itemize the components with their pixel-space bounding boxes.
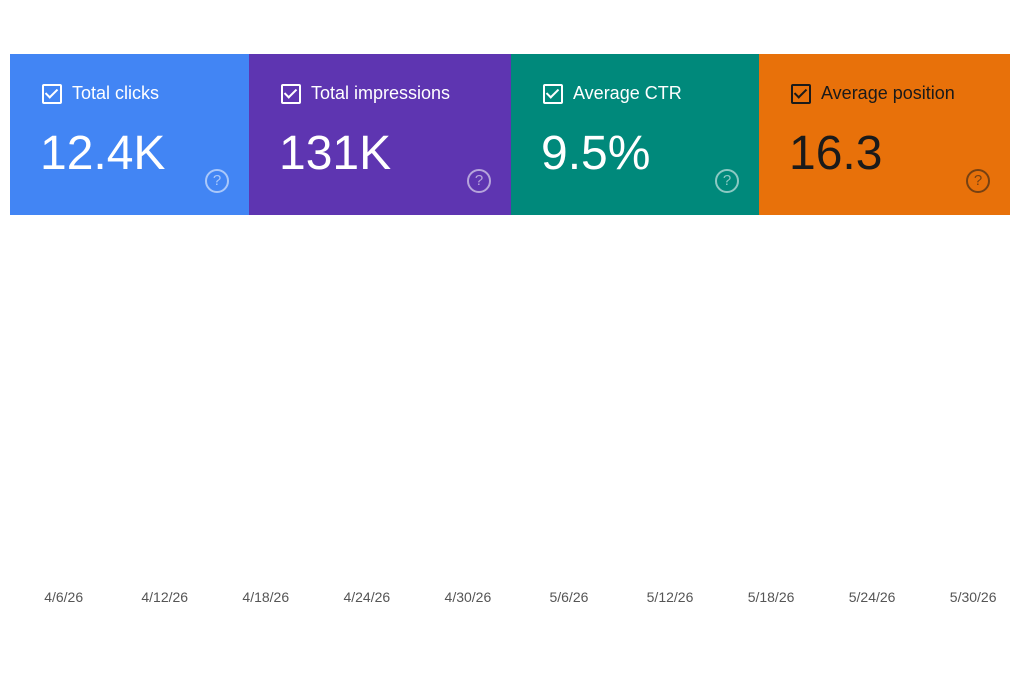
metric-value: 16.3: [789, 127, 883, 180]
metric-label: Total clicks: [72, 83, 160, 103]
checkbox[interactable]: [281, 84, 301, 104]
metric-label: Total impressions: [311, 83, 451, 103]
x-tick-label: 5/30/26: [950, 589, 997, 605]
metric-label: Average CTR: [573, 83, 682, 103]
help-icon[interactable]: ?: [205, 169, 229, 193]
x-tick-label: 4/12/26: [141, 589, 188, 605]
x-tick-label: 4/30/26: [445, 589, 492, 605]
metric-value: 9.5%: [541, 127, 651, 180]
metric-label: Average position: [821, 83, 955, 103]
metric-value: 131K: [279, 127, 392, 180]
metric-card[interactable]: Average CTR 9.5%?: [511, 54, 759, 215]
checkbox[interactable]: [791, 84, 811, 104]
metric-card[interactable]: Total impressions 131K?: [249, 54, 511, 215]
help-icon[interactable]: ?: [966, 169, 990, 193]
checkbox[interactable]: [543, 84, 563, 104]
help-icon[interactable]: ?: [467, 169, 491, 193]
x-tick-label: 4/24/26: [343, 589, 390, 605]
x-tick-label: 5/6/26: [549, 589, 588, 605]
metric-card[interactable]: Average position 16.3?: [759, 54, 1010, 215]
metric-cards: Total clicks 12.4K? Total impressions 131K?…: [10, 54, 1010, 215]
chart: 4/6/26 4/12/26 4/18/26 4/24/26 4/30/26 5/6/26…: [44, 589, 997, 605]
x-tick-label: 4/6/26: [44, 589, 83, 605]
help-icon[interactable]: ?: [715, 169, 739, 193]
x-tick-label: 5/24/26: [849, 589, 896, 605]
metric-card[interactable]: Total clicks 12.4K?: [10, 54, 249, 215]
x-tick-label: 5/12/26: [647, 589, 694, 605]
x-tick-label: 5/18/26: [748, 589, 795, 605]
x-tick-label: 4/18/26: [242, 589, 289, 605]
metric-value: 12.4K: [40, 127, 166, 180]
checkbox[interactable]: [42, 84, 62, 104]
